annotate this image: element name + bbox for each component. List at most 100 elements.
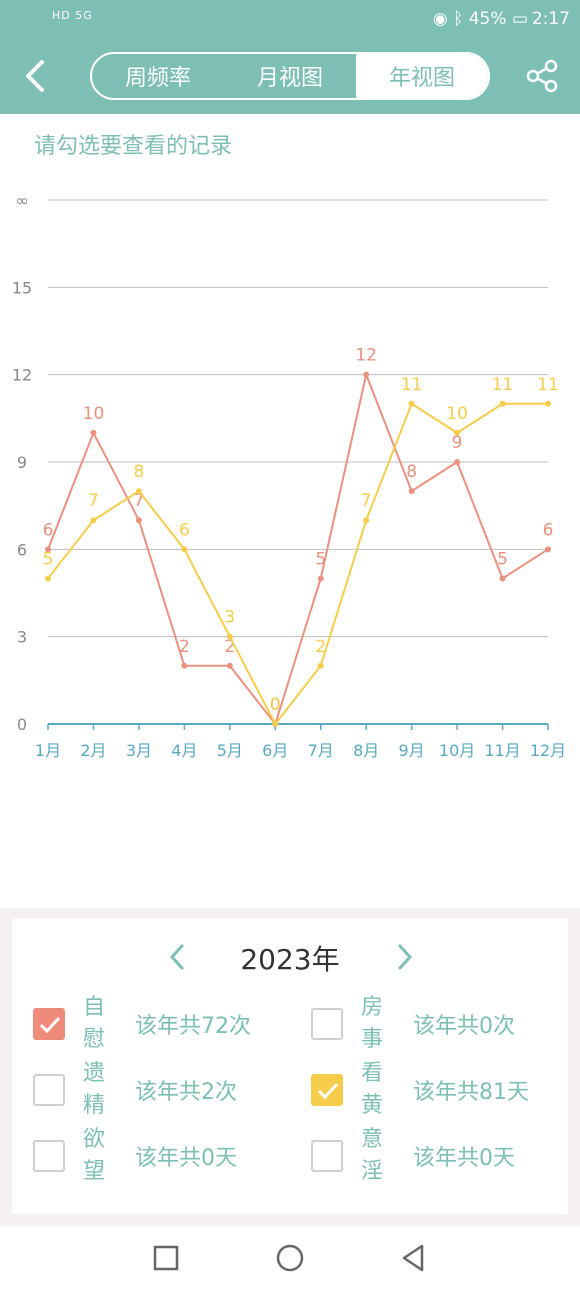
x-tick-label: 4月 [171, 741, 197, 760]
data-point [317, 575, 324, 582]
data-point [90, 429, 97, 436]
data-label: 6 [43, 520, 54, 540]
status-right: ◉ ᛒ 45% ▭ [433, 9, 528, 29]
series-line [47, 371, 549, 727]
data-label: 5 [43, 549, 54, 569]
record-masturbation[interactable]: 自慰 该年共72次 [33, 994, 273, 1058]
record-label: 遗精 [82, 1061, 105, 1118]
tab-weekly-frequency[interactable]: 周频率 [124, 66, 191, 91]
share-icon [526, 59, 558, 93]
data-point [226, 633, 233, 640]
data-point [45, 575, 51, 582]
y-tick-label: ∞ [15, 191, 28, 210]
back-button[interactable] [18, 56, 54, 96]
network-indicator: HD 5G [52, 9, 93, 22]
clock: 2:17 [531, 9, 570, 29]
y-tick-label: 15 [12, 278, 32, 297]
chevron-left-icon [169, 944, 184, 970]
record-nocturnal-emission[interactable]: 遗精 该年共2次 [33, 1060, 273, 1124]
checkbox-unchecked[interactable] [311, 1008, 343, 1040]
checkbox-unchecked[interactable] [33, 1074, 65, 1106]
previous-year-button[interactable] [162, 940, 192, 974]
data-label: 12 [355, 346, 377, 366]
next-year-button[interactable] [390, 940, 420, 974]
home-button[interactable] [274, 1242, 306, 1274]
data-point [408, 488, 415, 495]
data-label: 11 [492, 375, 514, 395]
data-label: 3 [224, 608, 235, 628]
x-tick-label: 10月 [439, 741, 475, 760]
record-desire[interactable]: 欲望 该年共0天 [33, 1126, 273, 1190]
bluetooth-icon: ᛒ [453, 9, 464, 29]
data-point [45, 546, 51, 553]
record-label: 房事 [360, 995, 383, 1052]
recent-apps-button[interactable] [150, 1242, 182, 1274]
chevron-right-icon [398, 944, 413, 970]
x-tick-label: 12月 [530, 741, 566, 760]
data-label: 2 [224, 637, 235, 657]
record-count: 该年共0天 [135, 1146, 237, 1171]
record-count: 该年共0天 [413, 1146, 515, 1171]
data-point [181, 546, 188, 553]
chevron-left-icon [26, 60, 44, 92]
checkbox-checked[interactable] [33, 1008, 65, 1040]
data-point [499, 575, 506, 582]
data-point [272, 721, 279, 727]
checkbox-checked[interactable] [311, 1074, 343, 1106]
x-tick-label: 11月 [484, 741, 520, 760]
x-tick-label: 2月 [80, 741, 106, 760]
y-tick-label: 9 [17, 453, 27, 472]
back-nav-button[interactable] [398, 1242, 430, 1274]
record-label: 自慰 [82, 995, 105, 1052]
record-panel [12, 918, 568, 1214]
record-watching-porn[interactable]: 看黄 该年共81天 [311, 1060, 551, 1124]
x-tick-label: 6月 [262, 741, 288, 760]
data-label: 6 [543, 520, 554, 540]
triangle-back-icon [402, 1244, 424, 1272]
data-point [454, 459, 461, 465]
x-tick-label: 5月 [217, 741, 243, 760]
record-intercourse[interactable]: 房事 该年共0次 [311, 994, 551, 1058]
x-tick-label: 7月 [308, 741, 334, 760]
tab-month-view[interactable]: 月视图 [256, 66, 323, 91]
battery-percent: 45% [468, 9, 507, 29]
y-tick-label: 6 [17, 540, 27, 559]
year-line-chart: 0 3 6 9 12 15 ∞ 1月 2月 3月 4月 5月 6月 7月 8月 9月 10月 11月 12月 6 10 7… [12, 191, 566, 760]
data-point [226, 662, 233, 669]
select-records-hint: 请勾选要查看的记录 [34, 134, 233, 159]
checkbox-unchecked[interactable] [33, 1140, 65, 1172]
battery-icon: ▭ [511, 9, 528, 29]
data-label: 11 [537, 375, 559, 395]
data-label: 8 [133, 462, 144, 482]
data-label: 7 [361, 491, 372, 511]
data-point [408, 400, 415, 407]
record-label: 意淫 [360, 1127, 383, 1184]
eye-icon: ◉ [432, 9, 448, 29]
check-icon [317, 1082, 339, 1100]
record-fantasy[interactable]: 意淫 该年共0天 [311, 1126, 551, 1190]
record-count: 该年共72次 [135, 1014, 251, 1039]
data-label: 0 [270, 695, 281, 715]
tab-year-view[interactable]: 年视图 [356, 54, 488, 98]
x-tick-label: 9月 [399, 741, 425, 760]
year-label: 2023年 [240, 943, 340, 976]
y-tick-label: 0 [17, 715, 27, 734]
data-label: 8 [406, 462, 417, 482]
data-label: 11 [401, 375, 423, 395]
data-point [135, 517, 142, 524]
y-tick-label: 12 [12, 366, 32, 385]
square-icon [153, 1245, 179, 1271]
data-point [545, 400, 551, 407]
checkbox-unchecked[interactable] [311, 1140, 343, 1172]
share-button[interactable] [524, 58, 560, 94]
data-label: 7 [88, 491, 99, 511]
record-label: 看黄 [360, 1061, 383, 1118]
system-nav-bar [0, 1226, 580, 1289]
data-point [545, 546, 551, 553]
data-label: 10 [83, 404, 105, 424]
data-point [454, 429, 461, 436]
top-bar: 周频率 月视图 年视图 [0, 40, 580, 114]
data-label: 6 [179, 520, 190, 540]
data-label: 9 [452, 433, 463, 453]
circle-icon [276, 1244, 304, 1272]
